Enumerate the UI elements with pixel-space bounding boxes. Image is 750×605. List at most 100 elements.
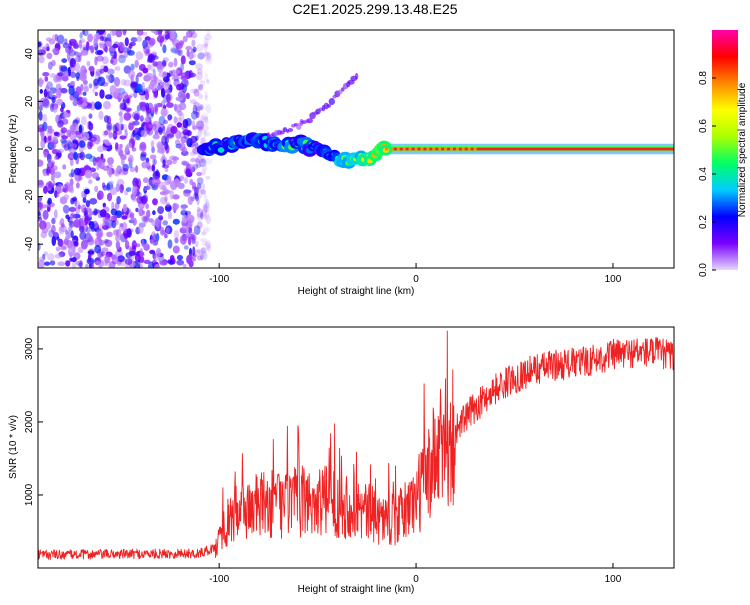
noise-blob (182, 214, 188, 224)
noise-blob (162, 71, 168, 78)
noise-blob (106, 115, 112, 125)
noise-blob (124, 94, 132, 100)
noise-blob (144, 186, 148, 191)
noise-blob (202, 170, 207, 176)
noise-blob (151, 84, 158, 92)
noise-blob (192, 181, 197, 190)
noise-blob (85, 153, 93, 160)
noise-blob (78, 90, 83, 96)
noise-blob (56, 183, 64, 194)
noise-blob (197, 255, 203, 261)
noise-blob (119, 143, 123, 148)
secondary-trace-blob (341, 87, 345, 92)
noise-blob (112, 124, 118, 133)
noise-blob (67, 240, 71, 249)
noise-blob (40, 138, 46, 149)
noise-blob (76, 76, 80, 81)
trace-point (426, 147, 430, 151)
noise-blob (112, 43, 119, 49)
noise-blob (154, 105, 158, 115)
noise-blob (99, 209, 107, 218)
noise-blob (167, 114, 172, 122)
noise-blob (203, 37, 209, 47)
noise-blob (125, 187, 132, 192)
noise-blob (188, 51, 194, 60)
noise-blob (59, 196, 68, 205)
noise-blob (195, 193, 199, 202)
noise-blob (167, 239, 173, 249)
noise-blob (202, 226, 211, 232)
noise-blob (157, 30, 163, 37)
noise-blob (141, 106, 147, 113)
noise-blob (129, 93, 135, 98)
noise-blob (161, 60, 167, 67)
noise-blob (190, 151, 196, 157)
noise-blob (113, 168, 121, 177)
noise-blob (106, 192, 113, 202)
noise-blob (203, 130, 207, 138)
noise-blob (183, 78, 189, 84)
noise-blob (176, 254, 183, 261)
noise-blob (204, 51, 209, 62)
noise-blob (115, 142, 119, 150)
noise-blob (165, 144, 170, 154)
noise-blob (182, 161, 190, 166)
secondary-trace-blob (327, 104, 331, 108)
noise-blob (206, 244, 211, 253)
noise-blob (65, 214, 70, 219)
noise-blob (156, 61, 163, 70)
noise-blob (192, 105, 198, 115)
noise-blob (73, 219, 81, 228)
noise-blob (102, 185, 108, 191)
noise-blob (155, 251, 161, 258)
noise-blob (88, 208, 92, 218)
noise-blob (54, 34, 59, 42)
noise-blob (109, 187, 118, 196)
noise-blob (198, 182, 206, 192)
noise-blob (157, 64, 164, 73)
noise-blob (55, 192, 60, 198)
noise-blob (83, 86, 89, 93)
noise-blob (200, 114, 205, 124)
noise-blob (88, 263, 93, 268)
noise-blob (200, 189, 206, 195)
noise-blob (65, 229, 69, 236)
secondary-trace-blob (354, 73, 359, 80)
noise-blob (130, 82, 137, 88)
noise-blob (71, 260, 77, 268)
noise-blob (126, 50, 135, 56)
noise-blob (178, 142, 186, 152)
noise-blob (106, 75, 112, 84)
noise-blob (98, 265, 102, 268)
noise-blob (142, 210, 146, 215)
noise-blob (106, 121, 113, 132)
noise-blob (123, 112, 132, 121)
noise-blob (111, 220, 117, 229)
noise-blob (172, 156, 180, 161)
noise-blob (84, 169, 93, 179)
noise-blob (82, 30, 89, 37)
noise-blob (201, 241, 208, 246)
noise-blob (116, 196, 121, 205)
noise-blob (166, 159, 173, 166)
noise-blob (181, 205, 186, 214)
noise-blob (93, 78, 99, 87)
noise-blob (109, 85, 117, 94)
noise-blob (154, 264, 161, 268)
noise-blob (121, 91, 129, 100)
noise-blob (119, 135, 127, 140)
noise-blob (60, 223, 65, 228)
noise-blob (80, 38, 86, 43)
noise-blob (58, 221, 62, 226)
x-tick-label: 0 (413, 274, 419, 285)
noise-blob (164, 88, 171, 94)
noise-blob (177, 49, 183, 57)
noise-blob (97, 239, 105, 246)
noise-blob (112, 30, 116, 36)
noise-blob (135, 131, 141, 141)
noise-blob (155, 232, 160, 242)
noise-blob (111, 201, 115, 211)
noise-blob (124, 107, 132, 112)
noise-blob (47, 158, 53, 167)
